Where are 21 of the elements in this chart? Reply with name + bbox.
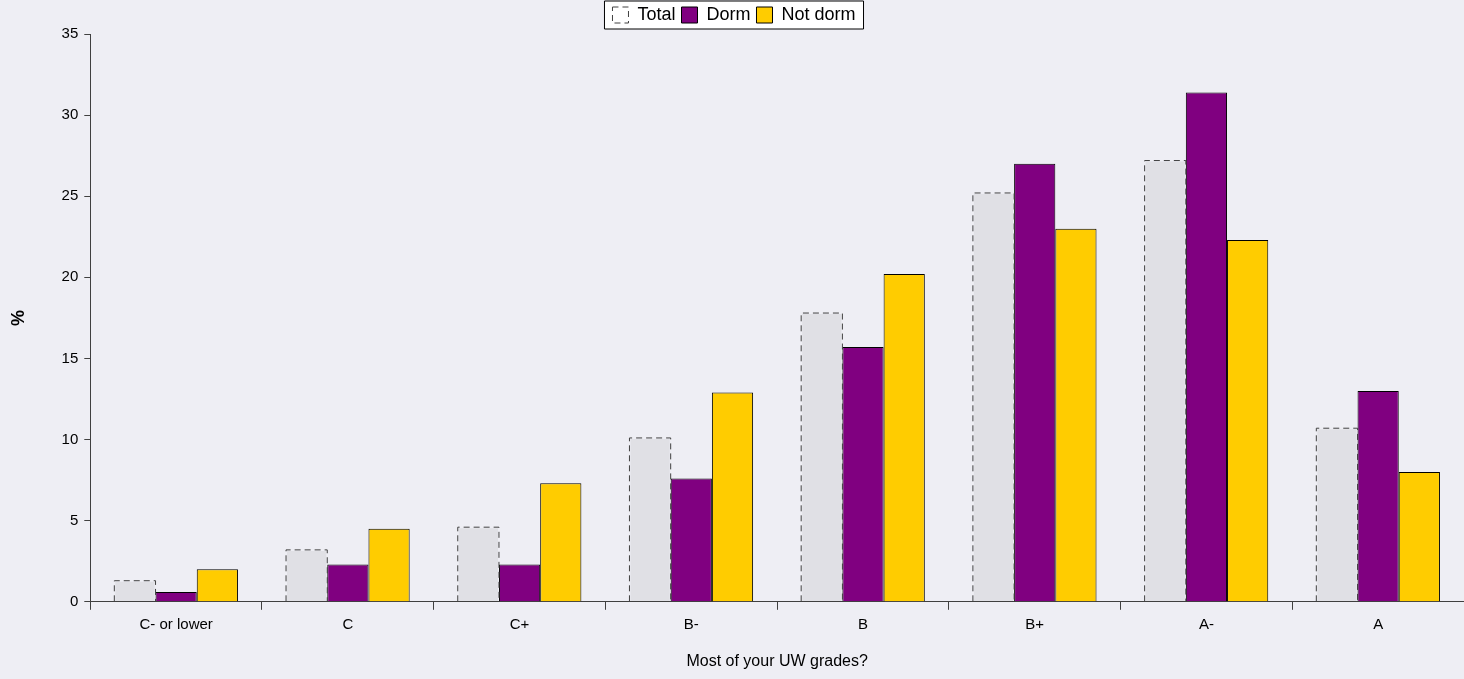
legend-label: Dorm <box>706 3 751 24</box>
legend-label: Not dorm <box>781 3 856 24</box>
y-tick-label: 5 <box>69 510 79 528</box>
legend-label: Total <box>637 3 676 24</box>
x-tick-label: C <box>342 614 354 632</box>
x-tick-label: B <box>857 614 869 632</box>
y-tick-label: 20 <box>61 267 79 285</box>
x-tick-label: A <box>1373 614 1384 632</box>
x-tick-label: B+ <box>1025 614 1045 632</box>
y-tick-label: 10 <box>61 429 79 447</box>
x-axis-title: Most of your UW grades? <box>686 651 868 669</box>
y-tick-label: 0 <box>69 591 79 609</box>
x-tick-label: C+ <box>509 614 530 632</box>
x-tick-label: B- <box>683 614 699 632</box>
x-tick-label: A- <box>1198 614 1214 632</box>
y-tick-label: 15 <box>61 348 79 366</box>
y-tick-label: 25 <box>61 186 79 204</box>
y-tick-label: 30 <box>61 105 79 123</box>
y-tick-label: 35 <box>61 24 79 42</box>
x-tick-label: C- or lower <box>139 614 213 632</box>
y-axis-title: % <box>7 309 28 326</box>
